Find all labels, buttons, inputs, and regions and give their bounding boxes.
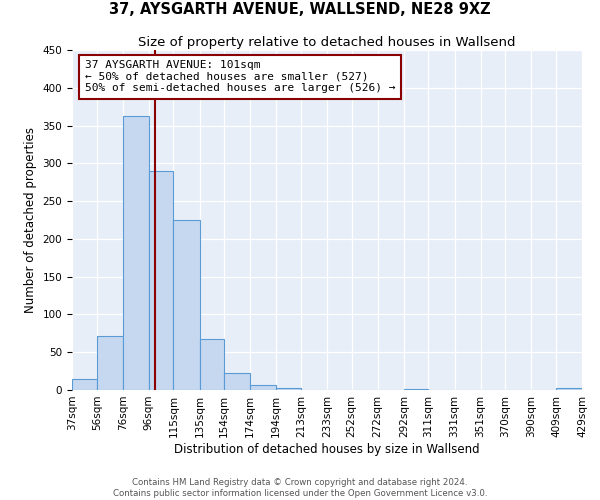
Bar xyxy=(173,220,199,390)
Y-axis label: Number of detached properties: Number of detached properties xyxy=(24,127,37,313)
Text: 37, AYSGARTH AVENUE, WALLSEND, NE28 9XZ: 37, AYSGARTH AVENUE, WALLSEND, NE28 9XZ xyxy=(109,2,491,18)
Bar xyxy=(276,388,301,390)
X-axis label: Distribution of detached houses by size in Wallsend: Distribution of detached houses by size … xyxy=(174,442,480,456)
Bar xyxy=(72,378,97,390)
Bar xyxy=(123,116,149,390)
Text: Contains HM Land Registry data © Crown copyright and database right 2024.
Contai: Contains HM Land Registry data © Crown c… xyxy=(113,478,487,498)
Bar xyxy=(404,389,428,390)
Bar xyxy=(149,171,173,390)
Bar xyxy=(199,340,224,390)
Bar xyxy=(556,388,582,390)
Bar xyxy=(250,384,276,390)
Bar xyxy=(97,336,123,390)
Text: 37 AYSGARTH AVENUE: 101sqm
← 50% of detached houses are smaller (527)
50% of sem: 37 AYSGARTH AVENUE: 101sqm ← 50% of deta… xyxy=(85,60,395,94)
Title: Size of property relative to detached houses in Wallsend: Size of property relative to detached ho… xyxy=(138,36,516,49)
Bar xyxy=(224,374,250,390)
